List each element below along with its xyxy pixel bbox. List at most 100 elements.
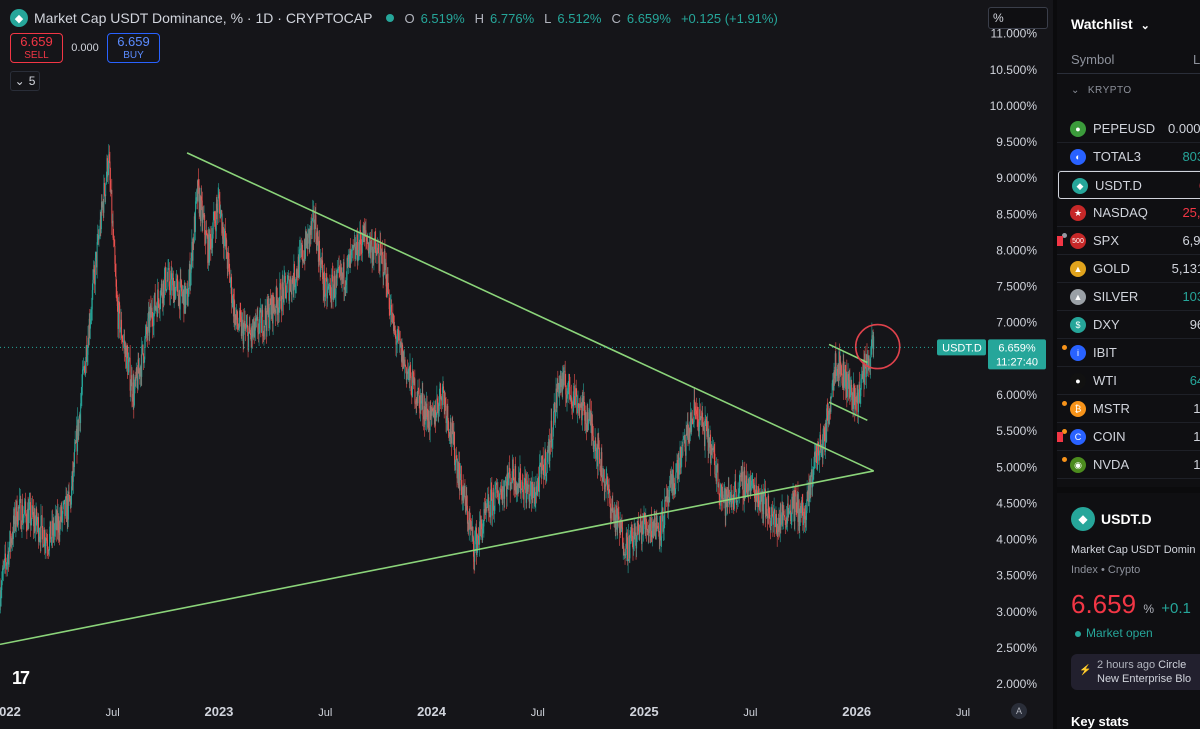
candle-body — [416, 398, 418, 403]
candle-body — [330, 285, 331, 299]
watchlist-title[interactable]: Watchlist ⌄ — [1071, 16, 1150, 32]
watchlist-section-header[interactable]: ⌄ KRYPTO — [1071, 85, 1132, 96]
candle-body — [391, 313, 393, 323]
candle-body — [835, 372, 837, 376]
candle-body — [38, 517, 39, 542]
candle-body — [170, 273, 172, 280]
candle-body — [785, 517, 787, 529]
candle-body — [782, 510, 784, 521]
candle-body — [647, 530, 649, 536]
candle-body — [339, 271, 341, 276]
candle-body — [457, 469, 459, 485]
high-label: H — [474, 10, 485, 26]
flag-marker[interactable] — [1057, 236, 1063, 246]
panel-divider[interactable] — [1053, 0, 1057, 729]
candle-body — [259, 309, 261, 311]
watchlist-row-total3[interactable]: ◐TOTAL3803.5 — [1057, 143, 1200, 171]
candle-body — [292, 282, 294, 291]
candle-body — [174, 288, 176, 300]
candle-body — [868, 367, 870, 370]
candle-body — [783, 510, 785, 516]
price-chart[interactable]: 11.000%10.500%10.000%9.500%9.000%8.500%8… — [0, 0, 1053, 729]
watchlist-last-price: 47 — [1145, 345, 1200, 360]
candle-body — [361, 244, 363, 253]
candle-body — [858, 384, 860, 393]
candle-body — [126, 345, 128, 355]
candle-body — [609, 503, 611, 519]
trendline-channel-bottom[interactable] — [828, 401, 868, 422]
candle-body — [588, 410, 590, 423]
flag-marker[interactable] — [1057, 432, 1063, 442]
candle-body — [849, 379, 851, 398]
candle-body — [716, 466, 718, 482]
watchlist-row-dxy[interactable]: $DXY96.4 — [1057, 311, 1200, 339]
candle-body — [645, 519, 647, 530]
watchlist-row-silver[interactable]: ▲SILVER103.3 — [1057, 283, 1200, 311]
candle-body — [763, 492, 765, 496]
candle-body — [536, 485, 538, 495]
watchlist-row-coin[interactable]: CCOIN199 — [1057, 423, 1200, 451]
candle-body — [67, 498, 69, 520]
candle-body — [302, 259, 304, 262]
candle-body — [503, 486, 504, 488]
column-symbol[interactable]: Symbol — [1071, 52, 1115, 67]
candle-body — [611, 508, 613, 511]
candle-body — [652, 521, 654, 528]
sell-button[interactable]: 6.659 SELL — [10, 33, 63, 63]
candle-body — [445, 404, 447, 424]
candle-body — [125, 345, 127, 369]
y-axis-tick-label: 9.000% — [996, 171, 1037, 185]
candle-body — [801, 500, 803, 507]
candle-body — [739, 475, 741, 481]
watchlist-row-usdtd[interactable]: ◆USDT.D6.6 — [1058, 171, 1200, 199]
buy-button[interactable]: 6.659 BUY — [107, 33, 160, 63]
watchlist-row-wti[interactable]: ●WTI64.7 — [1057, 367, 1200, 395]
candle-body — [559, 383, 561, 394]
candle-body — [176, 278, 178, 281]
candle-body — [240, 316, 242, 336]
candle-body — [631, 535, 633, 537]
candle-body — [706, 420, 708, 437]
key-stats-heading[interactable]: Key stats — [1071, 714, 1129, 729]
candle-body — [606, 476, 608, 486]
chart-panel[interactable]: 11.000% 10.500% 10.000% 9.500% 9.000% 8.500% 8… — [0, 0, 1053, 729]
chevron-down-icon[interactable]: ⌄ — [1140, 20, 1150, 32]
watchlist-last-price: 192 — [1193, 457, 1200, 472]
trendline-upper-resistance[interactable] — [186, 152, 875, 472]
trendline-channel-top[interactable] — [828, 343, 868, 364]
candle-body — [685, 447, 686, 456]
candle-body — [653, 510, 655, 527]
candle-body — [217, 208, 218, 213]
candle-body — [443, 386, 445, 394]
column-last[interactable]: L — [1193, 52, 1200, 67]
tradingview-logo[interactable]: 17 — [12, 668, 30, 688]
chart-title[interactable]: Market Cap USDT Dominance, % · 1D · CRYP… — [34, 10, 373, 26]
candle-body — [71, 486, 72, 505]
y-axis-tick-label: 3.500% — [996, 569, 1037, 583]
candle-body — [834, 370, 836, 379]
auto-scale-button[interactable]: A — [1011, 703, 1027, 719]
watchlist-row-ibit[interactable]: iIBIT47 — [1057, 339, 1200, 367]
news-item[interactable]: ⚡ 2 hours ago Circle New Enterprise Blo — [1071, 654, 1200, 690]
candle-body — [832, 379, 834, 384]
candle-body — [406, 371, 408, 381]
indicators-toggle[interactable]: ⌄ 5 — [10, 71, 40, 91]
trendline-lower-support[interactable] — [0, 470, 874, 646]
candle-body — [752, 478, 754, 480]
scale-mode-field[interactable]: % — [988, 7, 1048, 29]
candle-body — [646, 529, 648, 530]
watchlist-row-mstr[interactable]: ₿MSTR143 — [1057, 395, 1200, 423]
candle-body — [179, 290, 181, 310]
watchlist-row-nvda[interactable]: ◉NVDA192 — [1057, 451, 1200, 479]
details-symbol[interactable]: USDT.D — [1101, 511, 1152, 527]
candle-body — [760, 493, 762, 497]
highlight-circle[interactable] — [854, 323, 901, 370]
candle-body — [415, 398, 417, 404]
candle-body — [759, 500, 760, 510]
candle-body — [180, 278, 182, 281]
candle-body — [227, 252, 229, 269]
